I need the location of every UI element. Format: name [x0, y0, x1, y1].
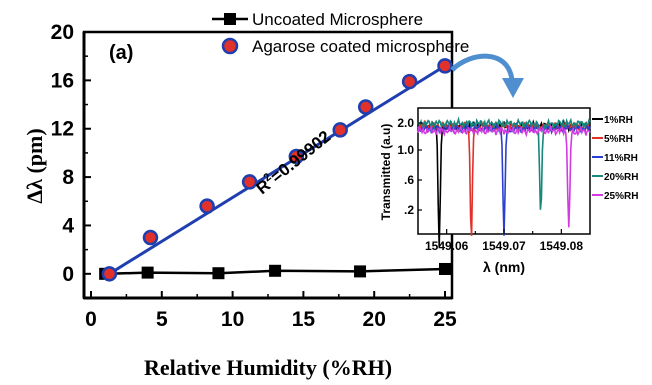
x-tick-label: 20	[363, 308, 386, 331]
inset-ticks	[418, 122, 562, 234]
legend-coated-marker	[221, 37, 239, 55]
coated-point	[241, 174, 258, 190]
pointer-arrow	[450, 53, 524, 98]
main-ticks	[84, 31, 446, 298]
coated-point	[437, 58, 453, 74]
uncoated-point	[269, 264, 282, 277]
legend-uncoated-marker	[224, 13, 236, 25]
inset-curves	[417, 116, 591, 247]
uncoated-point	[354, 265, 367, 278]
pointer-arrow-shaft	[450, 53, 515, 81]
x-tick-label: 0	[85, 308, 97, 331]
main-chart: 0 5 10 15 20 25 0 4 8 12 16 20 Relative …	[22, 10, 469, 380]
y-tick-label: 12	[51, 118, 74, 141]
fit-line	[108, 64, 446, 276]
x-tick-label: 10	[221, 308, 244, 331]
legend-coated-label: Agarose coated microsphere	[252, 37, 469, 56]
coated-point	[199, 198, 215, 214]
main-tick-labels-y: 0 4 8 12 16 20	[51, 21, 75, 286]
r-squared-annotation: R2=0.99902	[252, 126, 334, 198]
inset-legend-label: 25%RH	[604, 191, 638, 202]
inset-x-tick-label: 1549.07	[482, 239, 526, 253]
inset-spectrum-curve	[417, 123, 591, 228]
uncoated-point	[212, 267, 225, 280]
uncoated-point	[141, 266, 154, 279]
x-axis-title: Relative Humidity (%RH)	[144, 355, 392, 380]
legend: Uncoated Microsphere Agarose coated micr…	[212, 10, 469, 56]
x-tick-label: 5	[156, 308, 168, 331]
coated-markers	[101, 58, 453, 282]
coated-point	[288, 148, 305, 165]
coated-point	[142, 229, 159, 246]
inset-y-tick-label: .2	[404, 203, 414, 217]
y-tick-label: 8	[62, 166, 74, 189]
inset-x-tick-label: 1549.08	[540, 239, 584, 253]
inset-y-tick-label: .6	[404, 173, 414, 187]
x-tick-label: 25	[433, 308, 457, 331]
main-tick-labels-x: 0 5 10 15 20 25	[85, 308, 457, 331]
uncoated-series-line	[105, 267, 446, 276]
y-tick-label: 16	[51, 69, 74, 92]
coated-point	[101, 266, 118, 282]
legend-uncoated-label: Uncoated Microsphere	[252, 10, 423, 29]
inset-y-tick-label: 2.0	[397, 116, 414, 130]
panel-label: (a)	[109, 42, 133, 64]
inset-x-axis-title: λ (nm)	[483, 259, 525, 275]
y-axis-title: Δλ (pm)	[22, 128, 47, 203]
inset-legend-label: 5%RH	[604, 134, 633, 145]
inset-chart: 1549.06 1549.07 1549.08 .2 .6 1.0 2.0 λ …	[379, 107, 638, 275]
inset-legend: 1%RH 5%RH 11%RH 20%RH 25%RH	[592, 115, 638, 202]
inset-legend-label: 1%RH	[604, 115, 633, 126]
inset-legend-label: 11%RH	[604, 153, 638, 164]
inset-y-tick-label: 1.0	[397, 143, 414, 157]
uncoated-point	[439, 262, 451, 275]
y-tick-label: 20	[51, 21, 74, 44]
main-plot-frame	[82, 30, 454, 300]
inset-x-tick-label: 1549.06	[425, 239, 469, 253]
coated-point	[357, 99, 374, 115]
inset-legend-label: 20%RH	[604, 172, 638, 183]
pointer-arrow-head	[502, 78, 524, 98]
coated-point	[401, 73, 418, 90]
inset-spectrum-curve	[417, 116, 591, 210]
inset-y-axis-title: Transmitted (a.u)	[379, 124, 393, 221]
y-tick-label: 0	[62, 263, 74, 286]
x-tick-label: 15	[292, 308, 316, 331]
coated-point	[332, 122, 348, 138]
y-tick-label: 4	[62, 214, 74, 237]
r-squared-value: =0.99902	[267, 127, 334, 187]
